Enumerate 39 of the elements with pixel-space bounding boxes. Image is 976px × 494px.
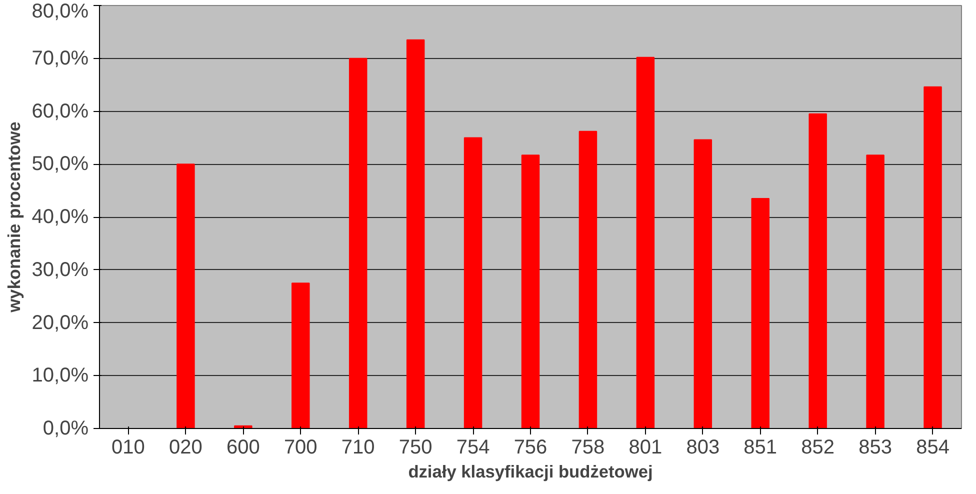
bar xyxy=(924,86,942,428)
bar xyxy=(636,56,655,428)
y-tick-label: 80,0% xyxy=(32,0,89,22)
x-tick-label: 754 xyxy=(456,436,490,458)
y-tick-label: 30,0% xyxy=(32,258,89,281)
x-axis-title: działy klasyfikacji budżetowej xyxy=(408,462,653,482)
bar xyxy=(521,154,540,428)
x-tick-label: 710 xyxy=(341,436,375,458)
y-tick-label: 70,0% xyxy=(32,47,89,70)
x-tick-label: 852 xyxy=(801,436,835,458)
y-tick-label: 60,0% xyxy=(32,100,89,122)
x-tick-label: 600 xyxy=(226,436,260,458)
x-tick-label: 851 xyxy=(744,436,778,458)
y-axis-title: wykonanie procentowe xyxy=(4,121,24,314)
x-tick-label: 803 xyxy=(686,436,720,458)
y-tick-label: 10,0% xyxy=(32,364,89,387)
x-tick-label: 853 xyxy=(858,436,892,458)
bar xyxy=(348,58,368,428)
y-tick-label: 0,0% xyxy=(42,418,89,440)
bar xyxy=(808,113,827,428)
x-tick-label: 854 xyxy=(916,436,950,458)
bar xyxy=(866,154,884,428)
y-tick-label: 20,0% xyxy=(32,312,89,334)
x-tick-label: 010 xyxy=(112,436,145,458)
x-tick-label: 700 xyxy=(284,436,318,458)
x-tick-label: 750 xyxy=(398,436,432,458)
x-tick-label: 758 xyxy=(571,436,605,458)
bar xyxy=(406,39,425,428)
bar xyxy=(751,198,770,428)
x-tick-label: 020 xyxy=(169,436,202,458)
x-tick-label: 801 xyxy=(628,436,662,458)
bar xyxy=(464,137,482,428)
bar xyxy=(694,139,712,428)
bar xyxy=(292,282,310,428)
bar xyxy=(176,164,195,428)
y-tick-label: 40,0% xyxy=(32,206,89,228)
y-tick-label: 50,0% xyxy=(32,153,89,176)
x-tick-label: 756 xyxy=(514,436,548,458)
bar xyxy=(578,130,598,428)
